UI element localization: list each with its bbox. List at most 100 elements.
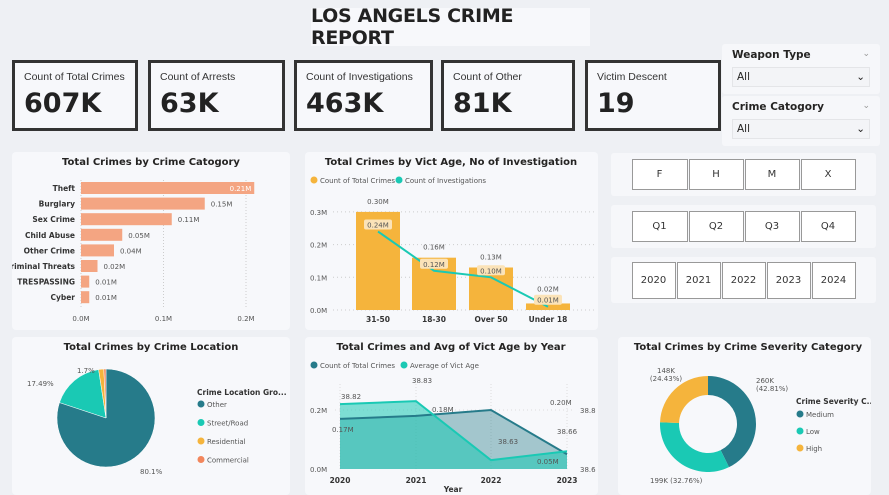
bar-data-label: 0.13M — [480, 253, 502, 261]
investigations-line — [377, 230, 549, 308]
legend-marker — [197, 419, 205, 426]
kpi-arrests: Count of Arrests 63K — [148, 60, 285, 131]
data-label: 199K (32.76%) — [650, 477, 703, 485]
quarter-button-q1[interactable]: Q1 — [631, 211, 688, 242]
category-label: TRESPASSING — [17, 278, 75, 287]
legend-label: Low — [806, 428, 820, 436]
data-label: 260K — [756, 377, 774, 385]
bar-data-label: 0.16M — [423, 244, 445, 252]
label-background — [420, 258, 448, 269]
legend-marker — [310, 361, 318, 369]
legend-label: Residential — [207, 438, 246, 446]
x-tick-label: 2020 — [330, 476, 351, 485]
kpi-value: 19 — [597, 88, 635, 119]
data-label: 0.20M — [550, 399, 572, 407]
y-tick-label: 0.0M — [310, 307, 327, 315]
bar — [81, 197, 205, 210]
bar — [81, 275, 90, 288]
chevron-down-icon: ⌄ — [856, 71, 865, 83]
data-label: (42.81%) — [756, 385, 788, 393]
bar — [81, 244, 114, 257]
category-label: Child Abuse — [25, 231, 75, 240]
year-button-2020[interactable]: 2020 — [631, 261, 676, 299]
pie-slice — [59, 369, 107, 419]
chart-title: Total Crimes by Crime Severity Category — [634, 342, 863, 353]
donut-segment — [660, 422, 729, 472]
quarter-slicer: Q1 Q2 Q3 Q4 — [611, 205, 876, 248]
legend-label: Street/Road — [207, 420, 248, 428]
kpi-value: 607K — [24, 88, 102, 119]
weapon-type-dropdown[interactable]: All ⌄ — [732, 67, 870, 87]
legend-marker — [197, 400, 205, 408]
chevron-down-icon: ⌄ — [856, 123, 865, 135]
bar — [81, 228, 123, 241]
bar — [81, 260, 98, 272]
legend-label: Count of Total Crimes — [320, 177, 395, 185]
year-button-2021[interactable]: 2021 — [676, 261, 721, 299]
descent-button-m[interactable]: M — [744, 159, 800, 190]
descent-button-h[interactable]: H — [688, 159, 744, 190]
crime-category-chart: Total Crimes by Crime Catogory 0.0M 0.1M 0.… — [12, 152, 290, 330]
descent-button-f[interactable]: F — [631, 159, 688, 190]
dropdown-value: All — [737, 71, 751, 83]
donut-segment — [708, 376, 756, 468]
kpi-value: 81K — [453, 88, 512, 119]
data-label: 0.05M — [537, 458, 559, 466]
crime-category-dropdown[interactable]: All ⌄ — [732, 119, 870, 139]
dropdown-value: All — [737, 123, 751, 135]
year-button-2022[interactable]: 2022 — [721, 261, 766, 299]
legend-label: Count of Investigations — [405, 177, 486, 185]
legend-marker — [796, 427, 804, 435]
total-crimes-line — [339, 408, 568, 456]
data-label: 1.7% — [77, 367, 95, 375]
data-label: 38.83 — [412, 377, 432, 385]
chart-title: Total Crimes by Crime Location — [64, 342, 239, 353]
legend-marker — [395, 176, 403, 184]
year-button-2024[interactable]: 2024 — [811, 261, 856, 299]
data-label: 0.18M — [432, 406, 454, 414]
category-label: 31-50 — [366, 315, 390, 324]
year-button-2023[interactable]: 2023 — [766, 261, 811, 299]
data-label: 80.1% — [140, 468, 163, 476]
legend-marker — [310, 176, 318, 184]
bar — [526, 303, 570, 310]
label-background — [364, 219, 392, 230]
category-label: Cyber — [50, 293, 75, 302]
year-trend-chart: Total Crimes and Avg of Vict Age by Year… — [305, 337, 598, 495]
data-label: 0.04M — [120, 247, 142, 255]
bar — [81, 182, 255, 194]
label-background — [477, 265, 505, 276]
vict-age-line — [339, 400, 568, 462]
quarter-button-q4[interactable]: Q4 — [800, 211, 856, 242]
legend-label: Medium — [806, 411, 834, 419]
label-background — [534, 294, 562, 305]
legend-label: Commercial — [207, 457, 249, 465]
descent-button-x[interactable]: X — [800, 159, 856, 190]
chevron-down-icon[interactable]: ⌄ — [862, 101, 870, 111]
quarter-button-q3[interactable]: Q3 — [744, 211, 800, 242]
legend-label: Average of Vict Age — [410, 362, 479, 370]
line-data-label: 0.10M — [480, 267, 502, 275]
data-label: 0.11M — [178, 216, 200, 224]
kpi-label: Count of Total Crimes — [24, 71, 125, 83]
kpi-investigations: Count of Investigations 463K — [294, 60, 433, 131]
quarter-button-q2[interactable]: Q2 — [688, 211, 744, 242]
x-axis-title: Year — [443, 485, 463, 494]
x-tick-label: 2021 — [406, 476, 427, 485]
y-tick-label: 0.3M — [310, 209, 327, 217]
x-tick-label: 2022 — [481, 476, 502, 485]
kpi-label: Victim Descent — [597, 71, 667, 83]
kpi-victim-descent: Victim Descent 19 — [585, 60, 721, 131]
legend-label: Other — [207, 401, 227, 409]
legend-marker — [400, 361, 408, 369]
category-label: 18-30 — [422, 315, 446, 324]
crime-category-slicer: Crime Catogory ⌄ All ⌄ — [722, 96, 880, 146]
data-label: 0.02M — [104, 263, 126, 271]
x-tick-label: 0.0M — [72, 315, 89, 323]
slicer-title: Crime Catogory — [732, 101, 824, 113]
kpi-label: Count of Investigations — [306, 71, 413, 83]
y-tick-label: 38.6 — [580, 466, 596, 474]
y-tick-label: 0.1M — [310, 274, 327, 282]
line-data-label: 0.12M — [423, 261, 445, 269]
chevron-down-icon[interactable]: ⌄ — [862, 49, 870, 59]
